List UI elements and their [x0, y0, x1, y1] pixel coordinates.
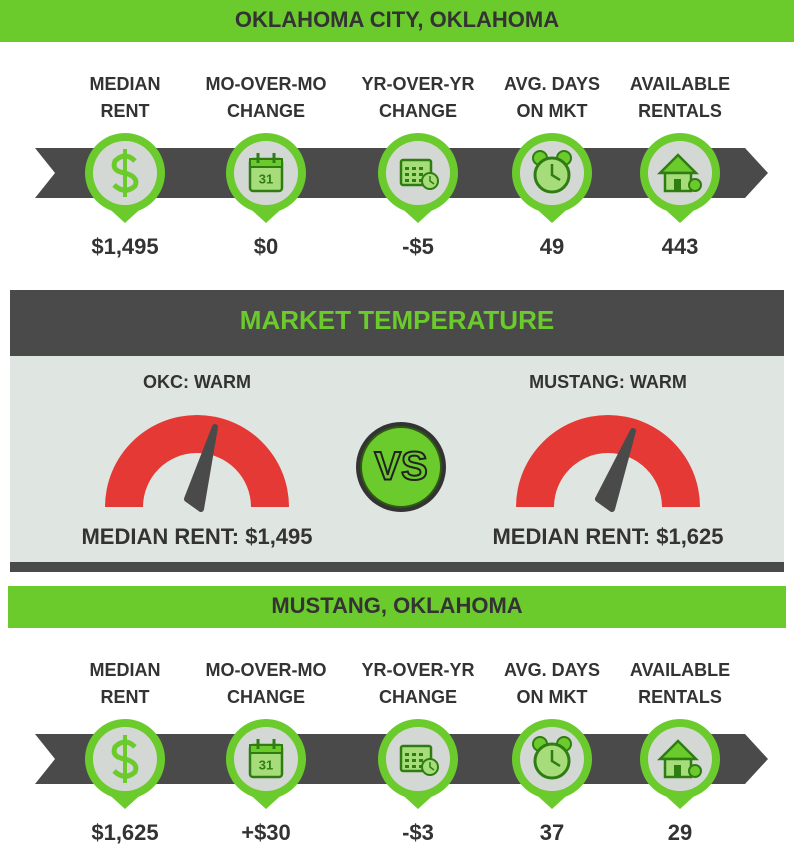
metric-value: +$30 — [241, 820, 291, 845]
house-door — [674, 765, 681, 777]
metric-label: ON MKT — [517, 101, 588, 121]
metric-value: 49 — [540, 234, 564, 259]
metric-label: CHANGE — [227, 101, 305, 121]
schedule-cell — [412, 179, 416, 182]
section-title: OKLAHOMA CITY, OKLAHOMA — [235, 7, 559, 32]
schedule-cell — [419, 759, 423, 762]
house-coin — [688, 178, 702, 192]
calendar-day: 31 — [259, 171, 273, 186]
section-banner — [0, 0, 794, 42]
metric-label: YR-OVER-YR — [361, 74, 474, 94]
gauge-arc — [516, 415, 700, 507]
schedule-cell — [419, 765, 423, 768]
metric-label: MO-OVER-MO — [206, 74, 327, 94]
metric-label: ON MKT — [517, 687, 588, 707]
house-coin — [688, 764, 702, 778]
temperature-header — [10, 290, 784, 356]
metric-label: RENT — [101, 101, 150, 121]
metric-label: MEDIAN — [90, 74, 161, 94]
metric-value: -$3 — [402, 820, 434, 845]
schedule-clock-hands — [429, 176, 435, 185]
schedule-cell — [405, 765, 409, 768]
metric-label: AVG. DAYS — [504, 660, 600, 680]
schedule-cell — [419, 179, 423, 182]
schedule-cell — [405, 173, 409, 176]
gauge-needle — [184, 424, 218, 512]
section-title: MUSTANG, OKLAHOMA — [271, 593, 522, 618]
metric-label: CHANGE — [379, 101, 457, 121]
schedule-cell — [405, 759, 409, 762]
schedule-cell — [405, 167, 409, 170]
metric-label: CHANGE — [379, 687, 457, 707]
calendar-icon-top — [249, 158, 283, 168]
schedule-cell — [405, 179, 409, 182]
alarm-hands — [550, 750, 561, 768]
house-door — [674, 179, 681, 191]
section-banner — [8, 586, 786, 628]
metric-label: RENTALS — [638, 101, 722, 121]
metric-value: -$5 — [402, 234, 434, 259]
metric-label: RENT — [101, 687, 150, 707]
alarm-hands — [550, 164, 561, 182]
calendar-day: 31 — [259, 757, 273, 772]
vs-text: VS — [374, 445, 427, 489]
metric-label: CHANGE — [227, 687, 305, 707]
gauge-median: MEDIAN RENT: $1,495 — [81, 524, 312, 549]
calendar-icon-top — [249, 744, 283, 754]
temperature-title: MARKET TEMPERATURE — [240, 305, 554, 335]
schedule-cell — [412, 753, 416, 756]
metric-label: MO-OVER-MO — [206, 660, 327, 680]
metric-value: 29 — [668, 820, 692, 845]
schedule-clock-hands — [429, 762, 435, 771]
metric-value: 37 — [540, 820, 564, 845]
schedule-cell — [419, 173, 423, 176]
schedule-cell — [419, 167, 423, 170]
metric-value: 443 — [662, 234, 699, 259]
schedule-cell — [405, 753, 409, 756]
metric-label: AVG. DAYS — [504, 74, 600, 94]
metric-label: RENTALS — [638, 687, 722, 707]
metric-value: $1,625 — [91, 820, 158, 845]
metric-label: AVAILABLE — [630, 660, 730, 680]
metric-value: $0 — [254, 234, 278, 259]
metric-value: $1,495 — [91, 234, 158, 259]
schedule-cell — [419, 753, 423, 756]
schedule-cell — [412, 173, 416, 176]
metric-label: AVAILABLE — [630, 74, 730, 94]
schedule-cell — [412, 167, 416, 170]
gauge-label: OKC: WARM — [143, 372, 251, 392]
vs-badge — [360, 426, 442, 508]
gauge-arc — [105, 415, 289, 507]
gauge-label: MUSTANG: WARM — [529, 372, 687, 392]
schedule-cell — [412, 765, 416, 768]
metric-label: YR-OVER-YR — [361, 660, 474, 680]
temperature-footer — [10, 562, 784, 572]
gauge-needle — [595, 428, 636, 512]
schedule-cell — [412, 759, 416, 762]
metric-label: MEDIAN — [90, 660, 161, 680]
gauge-median: MEDIAN RENT: $1,625 — [492, 524, 723, 549]
